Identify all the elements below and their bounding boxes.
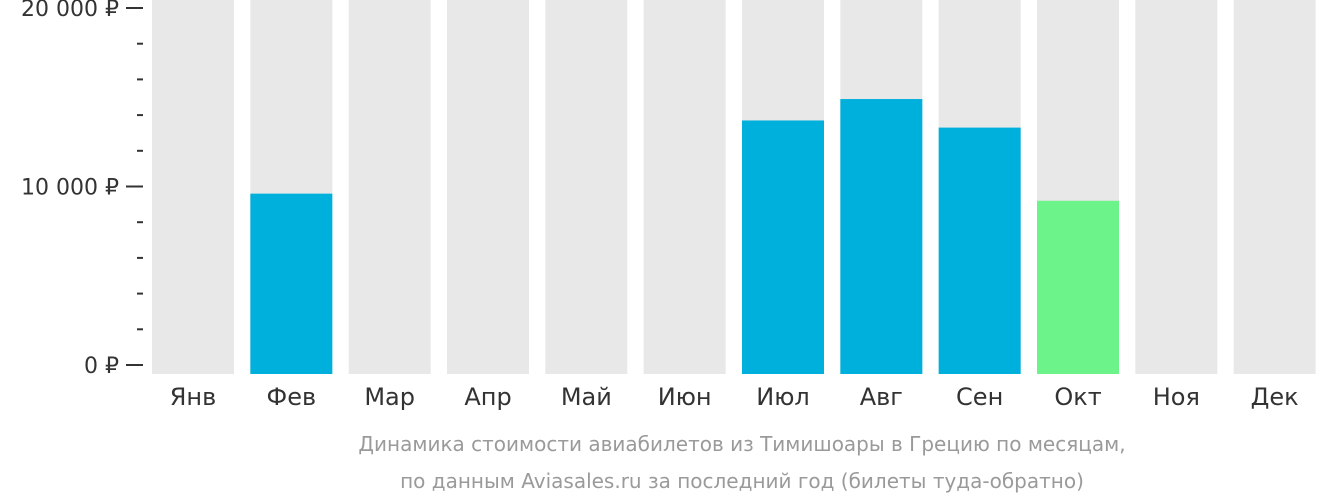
bar-10[interactable] [1037,200,1119,374]
month-label-01: Янв [170,383,217,411]
bg-column-03 [348,0,431,374]
month-label-12: Дек [1251,383,1299,411]
caption-line-1: Динамика стоимости авиабилетов из Тимишо… [358,432,1125,456]
bg-column-12 [1233,0,1316,374]
bar-02[interactable] [250,193,333,374]
month-label-03: Мар [364,383,415,411]
bar-09[interactable] [938,127,1021,374]
caption-line-2: по данным Aviasales.ru за последний год … [400,469,1084,493]
month-label-05: Май [561,383,612,411]
y-tick-label-1: 0 ₽ [84,354,119,379]
bar-08[interactable] [840,99,923,374]
bars [250,99,1119,374]
x-axis-labels: Янв Фев Мар Апр Май Июн Июл Авг Сен Окт Ноя Дек [170,383,1299,411]
month-label-06: Июн [658,383,712,411]
y-tick-label-2: 10 000 ₽ [21,176,119,201]
month-label-02: Фев [267,383,317,411]
bg-column-04 [447,0,529,374]
y-tick-label-3: 20 000 ₽ [21,0,119,22]
bg-column-05 [545,0,628,374]
month-label-08: Авг [860,383,903,411]
month-label-10: Окт [1054,383,1101,411]
month-label-04: Апр [464,383,511,411]
bg-column-01 [152,0,234,374]
month-label-09: Сен [956,383,1003,411]
chart-caption: Динамика стоимости авиабилетов из Тимишо… [358,432,1125,493]
bg-column-11 [1135,0,1218,374]
month-label-07: Июл [756,383,810,411]
bar-07[interactable] [742,120,824,374]
month-label-11: Ноя [1153,383,1200,411]
y-axis: 0 ₽ 10 000 ₽ 20 000 ₽ [21,0,143,379]
bg-column-06 [643,0,726,374]
